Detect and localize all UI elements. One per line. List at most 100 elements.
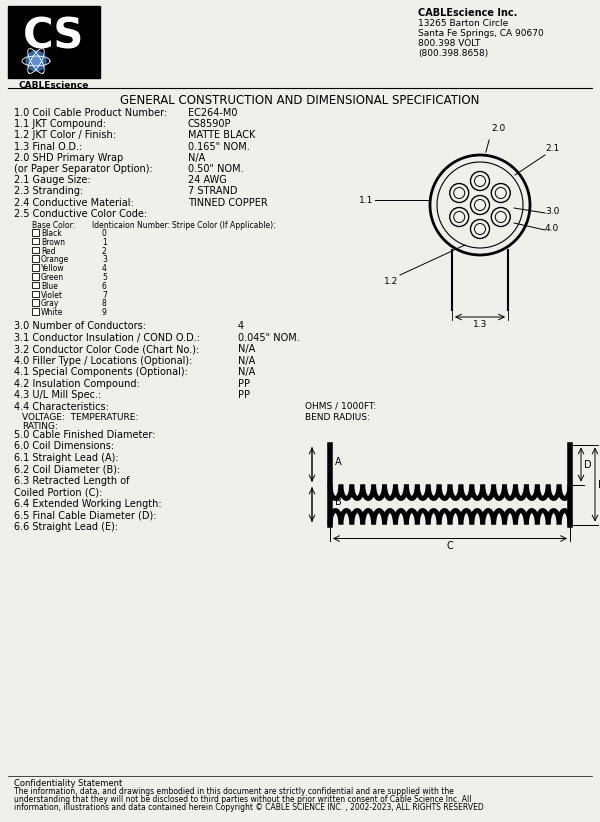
Text: 2.1: 2.1 [545, 144, 559, 153]
Text: 13265 Barton Circle: 13265 Barton Circle [418, 19, 508, 28]
Bar [32, 308, 39, 315]
Text: Black: Black [41, 229, 62, 238]
Text: CS8590P: CS8590P [188, 119, 232, 129]
Text: 4.4 Characteristics:: 4.4 Characteristics: [14, 401, 109, 412]
Text: 1.2: 1.2 [384, 277, 398, 286]
Text: Santa Fe Springs, CA 90670: Santa Fe Springs, CA 90670 [418, 29, 544, 38]
Text: Identicaion Number:: Identicaion Number: [92, 221, 170, 230]
Text: 3: 3 [102, 256, 107, 265]
Text: 6.1 Straight Lead (A):: 6.1 Straight Lead (A): [14, 452, 119, 463]
Text: 4.2 Insulation Compound:: 4.2 Insulation Compound: [14, 378, 140, 389]
Text: CABLEscience Inc.: CABLEscience Inc. [418, 8, 517, 18]
Text: 9: 9 [102, 308, 107, 317]
Text: A: A [335, 456, 341, 467]
Text: 3.0: 3.0 [545, 206, 559, 215]
Text: D: D [584, 459, 592, 469]
Bar [32, 264, 39, 270]
Text: 6.6 Straight Lead (E):: 6.6 Straight Lead (E): [14, 521, 118, 532]
Text: GENERAL CONSTRUCTION AND DIMENSIONAL SPECIFICATION: GENERAL CONSTRUCTION AND DIMENSIONAL SPE… [121, 94, 479, 107]
Text: 4: 4 [238, 321, 244, 331]
Text: 6.0 Coil Dimensions:: 6.0 Coil Dimensions: [14, 441, 114, 451]
Text: 0.165" NOM.: 0.165" NOM. [188, 141, 250, 151]
Text: Green: Green [41, 273, 64, 282]
Text: 0: 0 [102, 229, 107, 238]
Text: 1: 1 [102, 238, 107, 247]
Text: TINNED COPPER: TINNED COPPER [188, 197, 268, 208]
Text: PP: PP [238, 390, 250, 400]
Text: N/A: N/A [238, 344, 255, 354]
Text: 6.4 Extended Working Length:: 6.4 Extended Working Length: [14, 498, 161, 509]
Text: Yellow: Yellow [41, 264, 65, 273]
Text: (800.398.8658): (800.398.8658) [418, 49, 488, 58]
Text: 8: 8 [102, 299, 107, 308]
Text: 1.2 JKT Color / Finish:: 1.2 JKT Color / Finish: [14, 131, 116, 141]
Text: 7: 7 [102, 291, 107, 299]
Text: Coiled Portion (C):: Coiled Portion (C): [14, 487, 103, 497]
Text: 24 AWG: 24 AWG [188, 175, 227, 185]
Circle shape [26, 51, 46, 71]
Text: Blue: Blue [41, 282, 58, 291]
Text: 2: 2 [102, 247, 107, 256]
Bar [32, 247, 39, 253]
Text: OHMS / 1000FT:: OHMS / 1000FT: [305, 401, 376, 410]
Bar [32, 299, 39, 306]
Text: C: C [446, 541, 454, 551]
Text: EC264-M0: EC264-M0 [188, 108, 238, 118]
Bar [32, 273, 39, 279]
Text: 1.3 Final O.D.:: 1.3 Final O.D.: [14, 141, 82, 151]
Text: 3.1 Conductor Insulation / COND O.D.:: 3.1 Conductor Insulation / COND O.D.: [14, 333, 200, 343]
Text: understanding that they will not be disclosed to third parties without the prior: understanding that they will not be disc… [14, 795, 472, 804]
Text: 0.50" NOM.: 0.50" NOM. [188, 164, 244, 174]
Text: 4.0 Filler Type / Locations (Optional):: 4.0 Filler Type / Locations (Optional): [14, 355, 193, 366]
Text: N/A: N/A [238, 355, 255, 366]
Text: 1.3: 1.3 [473, 320, 487, 329]
Text: 2.3 Stranding:: 2.3 Stranding: [14, 187, 83, 196]
Text: 5: 5 [102, 273, 107, 282]
Text: Confidentiality Statement: Confidentiality Statement [14, 779, 122, 788]
Text: 1.1: 1.1 [359, 196, 373, 205]
Text: 6: 6 [102, 282, 107, 291]
Text: N/A: N/A [188, 153, 205, 163]
Text: (or Paper Separator Option):: (or Paper Separator Option): [14, 164, 153, 174]
Text: 4.3 U/L Mill Spec.:: 4.3 U/L Mill Spec.: [14, 390, 101, 400]
Text: 3.0 Number of Conductors:: 3.0 Number of Conductors: [14, 321, 146, 331]
Text: N/A: N/A [238, 367, 255, 377]
Text: Base Color:: Base Color: [32, 221, 75, 230]
Text: 4.0: 4.0 [545, 224, 559, 233]
Text: 2.1 Gauge Size:: 2.1 Gauge Size: [14, 175, 91, 185]
Text: BEND RADIUS:: BEND RADIUS: [305, 413, 370, 422]
Text: Brown: Brown [41, 238, 65, 247]
Bar [32, 229, 39, 235]
Text: White: White [41, 308, 64, 317]
Text: 1.1 JKT Compound:: 1.1 JKT Compound: [14, 119, 106, 129]
Text: MATTE BLACK: MATTE BLACK [188, 131, 256, 141]
Text: 7 STRAND: 7 STRAND [188, 187, 238, 196]
Text: 6.3 Retracted Length of: 6.3 Retracted Length of [14, 475, 130, 486]
Text: CS: CS [23, 16, 85, 58]
Text: E: E [598, 479, 600, 489]
Text: CABLEscience: CABLEscience [19, 81, 89, 90]
Text: Orange: Orange [41, 256, 69, 265]
Text: 2.5 Conductive Color Code:: 2.5 Conductive Color Code: [14, 209, 147, 219]
Bar [32, 282, 39, 289]
Bar [32, 291, 39, 297]
Text: 4: 4 [102, 264, 107, 273]
Bar [32, 256, 39, 262]
Bar [32, 238, 39, 244]
Text: 6.5 Final Cable Diameter (D):: 6.5 Final Cable Diameter (D): [14, 510, 157, 520]
Text: Violet: Violet [41, 291, 63, 299]
Text: 3.2 Conductor Color Code (Chart No.):: 3.2 Conductor Color Code (Chart No.): [14, 344, 199, 354]
Text: 6.2 Coil Diameter (B):: 6.2 Coil Diameter (B): [14, 464, 120, 474]
Text: B: B [335, 496, 342, 506]
Bar [8, 6, 100, 78]
Text: RATING:: RATING: [22, 422, 58, 431]
Circle shape [31, 56, 41, 66]
Text: 800.398 VOLT: 800.398 VOLT [418, 39, 481, 48]
Text: Red: Red [41, 247, 56, 256]
Text: 1.0 Coil Cable Product Number:: 1.0 Coil Cable Product Number: [14, 108, 167, 118]
Text: 2.0: 2.0 [491, 124, 505, 133]
Text: 2.0 SHD Primary Wrap: 2.0 SHD Primary Wrap [14, 153, 123, 163]
Text: 0.045" NOM.: 0.045" NOM. [238, 333, 300, 343]
Text: Stripe Color (If Applicable):: Stripe Color (If Applicable): [172, 221, 275, 230]
Text: 2.4 Conductive Material:: 2.4 Conductive Material: [14, 197, 134, 208]
